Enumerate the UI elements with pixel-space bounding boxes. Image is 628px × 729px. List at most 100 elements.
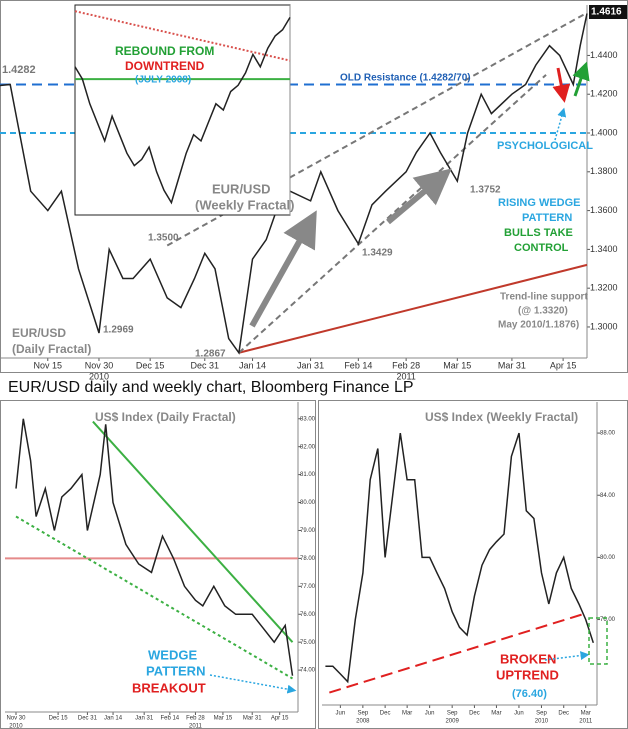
annotation: 1.3429 — [362, 248, 393, 259]
trend-line — [92, 420, 294, 643]
x-tick-label: Mar 31 — [243, 716, 262, 722]
right-panel — [318, 400, 628, 729]
x-tick-label: Nov 30 — [6, 716, 26, 722]
y-tick-label: 1.3000 — [590, 321, 618, 331]
annotation: BREAKOUT — [132, 680, 206, 695]
year-label: 2010 — [535, 719, 549, 725]
x-tick-label: Dec 31 — [191, 360, 220, 370]
year-label: 2011 — [579, 719, 593, 725]
x-tick-label: Dec 15 — [49, 716, 69, 722]
x-tick-label: Jun — [425, 711, 435, 717]
x-tick-label: Jun — [336, 711, 346, 717]
annotation: (@ 1.3320) — [518, 306, 568, 317]
x-tick-label: Mar — [402, 711, 412, 717]
x-tick-label: Mar 31 — [498, 360, 526, 370]
annotation: 1.3752 — [470, 185, 501, 196]
x-tick-label: Feb 28 — [392, 360, 420, 370]
annotation: BULLS TAKE — [504, 227, 573, 239]
chart-title: US$ Index (Weekly Fractal) — [425, 410, 578, 424]
y-tick-label: 1.4200 — [590, 89, 618, 99]
annotation: (76.40) — [512, 688, 547, 700]
trend-line — [238, 263, 588, 354]
y-tick-label: 1.4000 — [590, 127, 618, 137]
y-tick-label: 1.3200 — [590, 283, 618, 293]
arrow — [544, 651, 590, 661]
arrow — [249, 210, 317, 328]
x-tick-label: Feb 14 — [160, 716, 179, 722]
y-tick-label: 77.00 — [300, 584, 316, 590]
y-tick-label: 76.00 — [300, 612, 316, 618]
annotation: 1.3500 — [148, 233, 179, 244]
y-tick-label: 1.4400 — [590, 50, 618, 60]
x-tick-label: Nov 15 — [34, 360, 63, 370]
annotation: (Weekly Fractal) — [195, 197, 294, 212]
trend-line — [74, 10, 291, 62]
x-tick-label: Mar 15 — [443, 360, 471, 370]
x-tick-label: Sep — [536, 711, 547, 717]
x-tick-label: Dec 31 — [78, 716, 98, 722]
year-label: 2010 — [89, 371, 109, 381]
x-tick-label: Feb 28 — [186, 716, 205, 722]
annotation: PATTERN — [522, 212, 572, 224]
annotation: CONTROL — [514, 242, 569, 254]
arrow — [572, 61, 590, 97]
y-tick-label: 80.00 — [300, 500, 316, 506]
x-tick-label: Mar — [581, 711, 591, 717]
annotation: PSYCHOLOGICAL — [497, 140, 593, 152]
arrows — [209, 61, 608, 694]
x-tick-label: Dec — [558, 711, 569, 717]
annotation: May 2010/1.1876) — [498, 320, 579, 331]
x-tick-label: Dec — [380, 711, 391, 717]
annotation: PATTERN — [146, 663, 205, 678]
price-line — [15, 418, 294, 676]
chart-title: US$ Index (Daily Fractal) — [95, 410, 236, 424]
x-tick-label: Jan 14 — [104, 716, 123, 722]
x-tick-label: Jan 31 — [297, 360, 324, 370]
x-tick-label: Mar 15 — [214, 716, 233, 722]
y-tick-label: 79.00 — [300, 528, 316, 534]
y-tick-label: 1.3800 — [590, 166, 618, 176]
y-tick-label: 74.00 — [300, 668, 316, 674]
price-line — [325, 432, 595, 684]
price-line — [74, 17, 291, 205]
y-tick-label: 1.3400 — [590, 244, 618, 254]
x-tick-label: Sep — [358, 711, 369, 717]
y-tick-label: 82.00 — [300, 444, 316, 450]
y-tick-label: 78.00 — [300, 556, 316, 562]
y-tick-label: 84.00 — [600, 493, 616, 499]
x-tick-label: Jun — [514, 711, 524, 717]
year-label: 2011 — [189, 724, 203, 729]
annotation: Trend-line support — [500, 292, 588, 303]
annotation: REBOUND FROM — [115, 44, 214, 58]
annotation: 1.2969 — [103, 325, 134, 336]
price-line — [0, 13, 588, 355]
annotation: WEDGE — [148, 647, 197, 662]
annotation: BROKEN — [500, 651, 556, 666]
y-tick-label: 76.00 — [600, 617, 616, 623]
trend-line — [329, 612, 587, 694]
annotation: OLD Resistance (1.4282/70) — [340, 73, 471, 84]
year-label: 2010 — [9, 724, 23, 729]
y-tick-label: 88.00 — [600, 431, 616, 437]
trend-line — [238, 74, 547, 354]
y-tick-label: 81.00 — [300, 472, 316, 478]
x-tick-label: Jan 14 — [239, 360, 266, 370]
highlight-box — [588, 617, 608, 665]
annotation: (Daily Fractal) — [12, 342, 91, 356]
x-tick-label: Apr 15 — [550, 360, 577, 370]
y-tick-label: 80.00 — [600, 555, 616, 561]
x-tick-label: Dec — [469, 711, 480, 717]
annotation: (JULY 2008) — [135, 75, 191, 86]
year-label: 2008 — [356, 719, 370, 725]
arrow — [386, 168, 452, 225]
arrow — [552, 67, 571, 103]
annotation: 1.4282 — [2, 64, 36, 76]
x-tick-label: Dec 15 — [136, 360, 165, 370]
price-box — [589, 5, 627, 19]
annotation: 1.2867 — [195, 349, 226, 360]
annotation: 1.4616 — [591, 7, 622, 18]
annotation: UPTREND — [496, 667, 559, 682]
y-tick-label: 1.3600 — [590, 205, 618, 215]
arrow — [209, 674, 297, 694]
